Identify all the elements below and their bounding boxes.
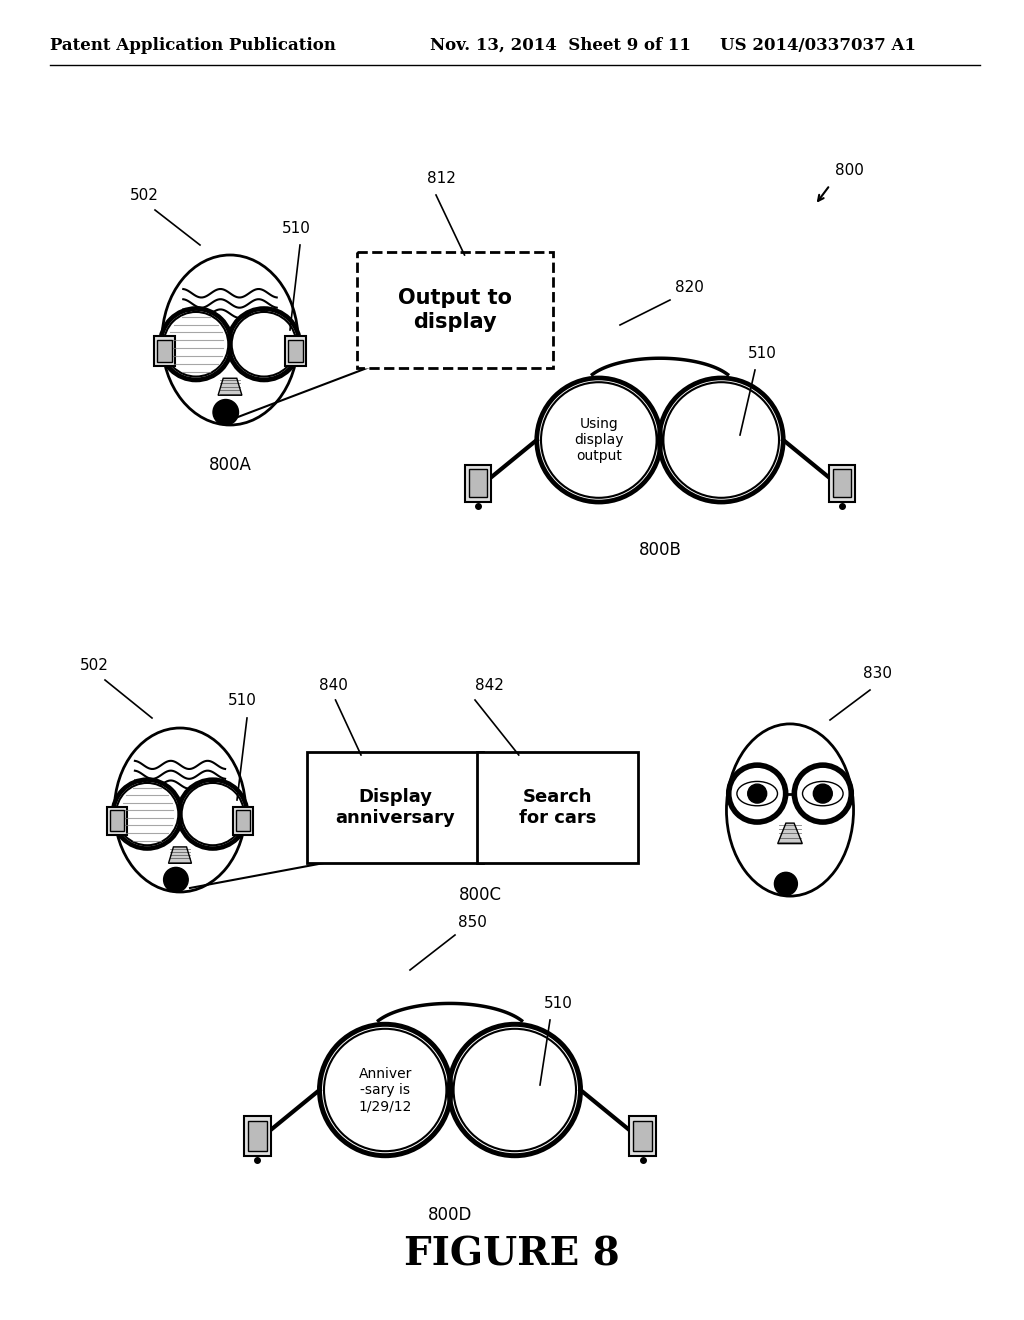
Text: Nov. 13, 2014  Sheet 9 of 11: Nov. 13, 2014 Sheet 9 of 11: [430, 37, 691, 54]
FancyBboxPatch shape: [477, 752, 638, 863]
Polygon shape: [169, 847, 191, 863]
FancyBboxPatch shape: [357, 252, 553, 368]
FancyBboxPatch shape: [244, 1115, 271, 1156]
Text: 820: 820: [675, 280, 703, 294]
Circle shape: [324, 1028, 446, 1151]
Circle shape: [116, 783, 178, 845]
Text: 800A: 800A: [209, 455, 252, 474]
Text: FIGURE 8: FIGURE 8: [404, 1236, 620, 1274]
Text: 510: 510: [748, 346, 777, 360]
FancyBboxPatch shape: [158, 341, 172, 362]
Ellipse shape: [737, 781, 777, 805]
Text: US 2014/0337037 A1: US 2014/0337037 A1: [720, 37, 916, 54]
Circle shape: [813, 784, 833, 803]
Text: 510: 510: [544, 997, 572, 1011]
Circle shape: [748, 784, 767, 803]
Ellipse shape: [213, 400, 239, 425]
FancyBboxPatch shape: [288, 341, 303, 362]
Circle shape: [454, 1028, 575, 1151]
Circle shape: [231, 312, 296, 376]
FancyBboxPatch shape: [829, 465, 855, 502]
Polygon shape: [777, 824, 802, 843]
Ellipse shape: [803, 781, 843, 805]
Ellipse shape: [774, 873, 798, 895]
FancyBboxPatch shape: [248, 1121, 267, 1151]
FancyBboxPatch shape: [233, 807, 253, 834]
FancyBboxPatch shape: [629, 1115, 656, 1156]
Text: 830: 830: [863, 667, 892, 681]
Text: 800: 800: [835, 162, 864, 178]
FancyBboxPatch shape: [110, 810, 124, 832]
Text: 850: 850: [458, 915, 486, 931]
Text: 510: 510: [282, 220, 311, 236]
Text: Using
display
output: Using display output: [574, 417, 624, 463]
Text: 812: 812: [427, 172, 456, 186]
Text: 800D: 800D: [428, 1206, 472, 1224]
Circle shape: [664, 383, 779, 498]
Text: 510: 510: [228, 693, 257, 708]
Circle shape: [181, 783, 244, 845]
FancyBboxPatch shape: [465, 465, 490, 502]
FancyBboxPatch shape: [237, 810, 250, 832]
Text: Search
for cars: Search for cars: [519, 788, 596, 826]
Ellipse shape: [164, 867, 188, 892]
FancyBboxPatch shape: [307, 752, 483, 863]
FancyBboxPatch shape: [833, 469, 851, 498]
Text: 502: 502: [80, 657, 109, 673]
Text: 800C: 800C: [459, 886, 502, 904]
Text: 842: 842: [475, 678, 504, 693]
Circle shape: [164, 312, 228, 376]
FancyBboxPatch shape: [469, 469, 487, 498]
FancyBboxPatch shape: [155, 337, 175, 366]
Text: Display
anniversary: Display anniversary: [335, 788, 455, 826]
Text: Output to
display: Output to display: [398, 288, 512, 331]
Circle shape: [541, 383, 656, 498]
FancyBboxPatch shape: [633, 1121, 652, 1151]
FancyBboxPatch shape: [106, 807, 127, 834]
FancyBboxPatch shape: [285, 337, 306, 366]
Text: Anniver
-sary is
1/29/12: Anniver -sary is 1/29/12: [358, 1067, 412, 1113]
Text: 502: 502: [130, 187, 159, 203]
Text: 840: 840: [318, 678, 347, 693]
Text: Patent Application Publication: Patent Application Publication: [50, 37, 336, 54]
Text: 800B: 800B: [639, 541, 681, 558]
Polygon shape: [218, 379, 242, 395]
